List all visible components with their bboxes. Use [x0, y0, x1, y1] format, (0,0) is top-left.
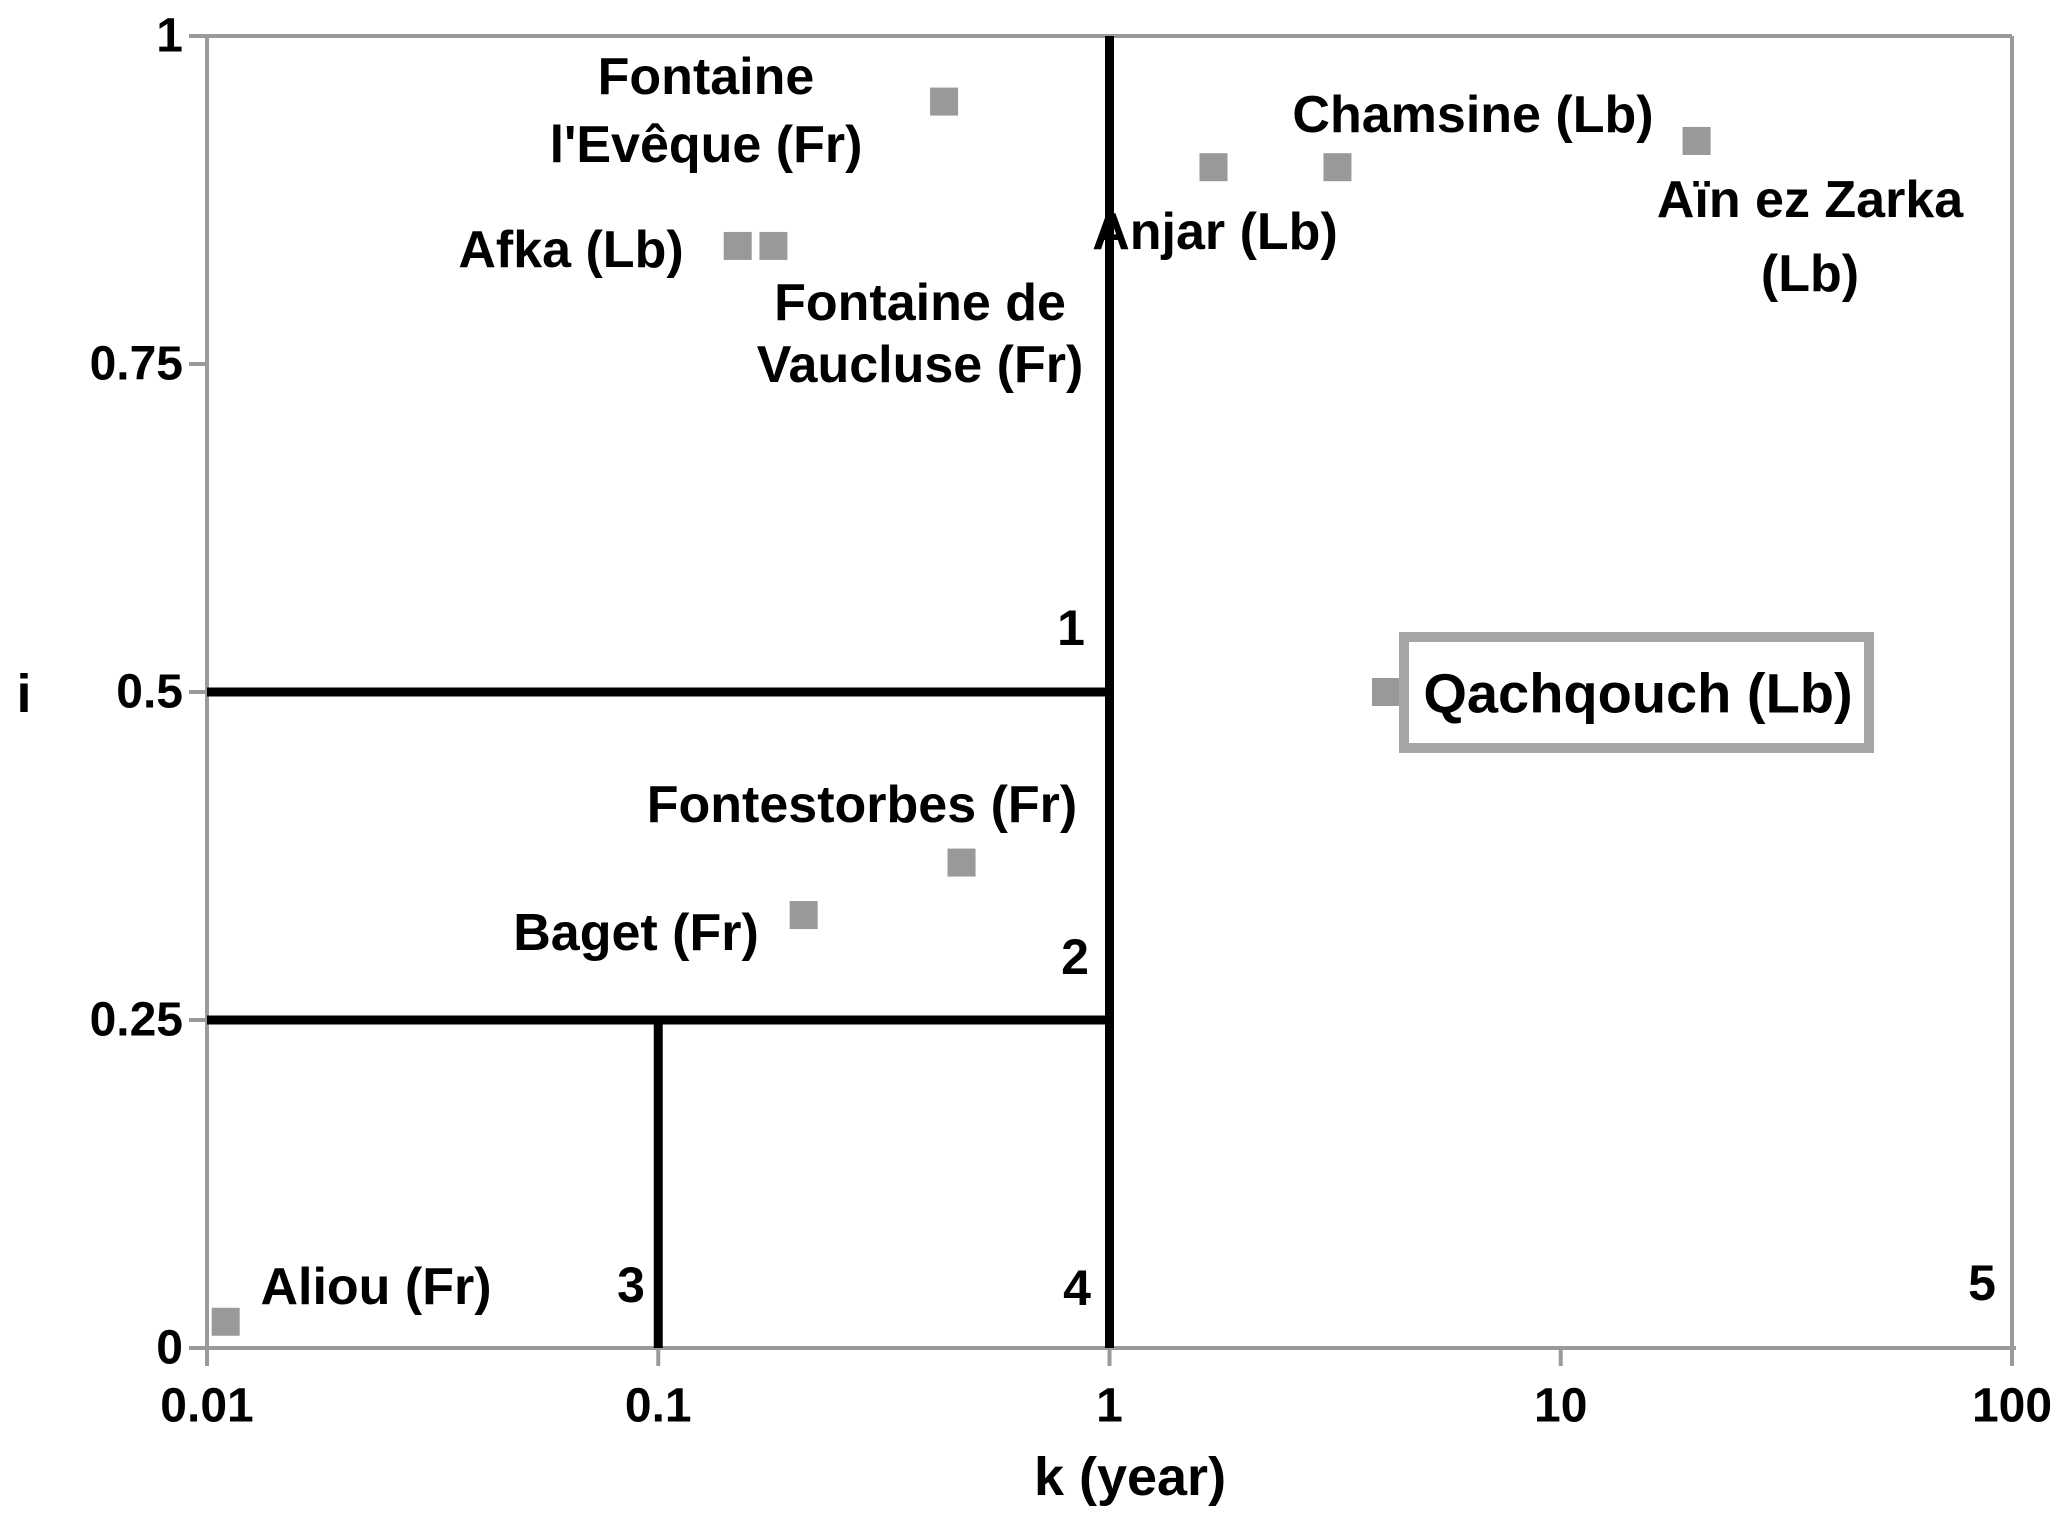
- point-label-anjar-lb: Anjar (Lb): [1092, 203, 1338, 261]
- point-label-chamsine-lb: Chamsine (Lb): [1292, 86, 1653, 144]
- data-point-marker-chamsine-lb: [1323, 153, 1352, 182]
- point-label-aliou-fr: Aliou (Fr): [260, 1258, 491, 1316]
- data-point-marker-fontestorbes-fr: [947, 848, 976, 877]
- data-point-marker-anjar-lb: [1199, 153, 1228, 182]
- x-tick-label-0.1: 0.1: [625, 1380, 692, 1433]
- point-label-fontaine-de-vaucluse-fr-line1: Fontaine de: [774, 274, 1066, 332]
- zone-label-5: 5: [1968, 1255, 1996, 1311]
- point-label-afka-lb: Afka (Lb): [458, 221, 683, 279]
- data-point-marker-a-n-ez-zarka-lb: [1682, 126, 1711, 155]
- x-tick-label-0.01: 0.01: [160, 1380, 253, 1433]
- y-tick-label-0.75: 0.75: [90, 338, 183, 391]
- y-tick-label-0.25: 0.25: [90, 994, 183, 1047]
- x-axis-title: k (year): [1034, 1447, 1226, 1507]
- zone-label-1: 1: [1057, 600, 1085, 656]
- data-point-marker-aliou-fr: [211, 1307, 240, 1336]
- x-tick-label-100: 100: [1972, 1380, 2052, 1433]
- data-point-marker-qachqouch-lb: [1372, 678, 1401, 706]
- point-label-fontestorbes-fr: Fontestorbes (Fr): [647, 776, 1077, 834]
- zone-label-3: 3: [617, 1257, 645, 1313]
- point-label-baget-fr: Baget (Fr): [513, 904, 759, 962]
- y-tick-label-1: 1: [156, 10, 183, 63]
- data-point-marker-afka-lb: [723, 231, 752, 260]
- data-point-marker-baget-fr: [789, 901, 818, 930]
- point-label-a-n-ez-zarka-lb-line1: Aïn ez Zarka: [1657, 171, 1964, 229]
- highlight-box-qachqouch-lb: [1399, 632, 1874, 753]
- y-tick-label-0: 0: [156, 1322, 183, 1375]
- zone-label-4: 4: [1063, 1260, 1091, 1316]
- data-point-marker-fontaine-l-ev-que-fr: [930, 87, 959, 116]
- x-tick-label-10: 10: [1534, 1380, 1587, 1433]
- x-tick-label-1: 1: [1096, 1380, 1123, 1433]
- point-label-fontaine-de-vaucluse-fr-line2: Vaucluse (Fr): [757, 336, 1084, 394]
- point-label-fontaine-l-ev-que-fr-line2: l'Evêque (Fr): [550, 116, 863, 174]
- zone-label-2: 2: [1061, 929, 1089, 985]
- y-tick-label-0.5: 0.5: [116, 666, 183, 719]
- point-label-qachqouch-lb: Qachqouch (Lb): [1423, 662, 1852, 725]
- data-point-marker-fontaine-de-vaucluse-fr: [759, 231, 788, 260]
- y-axis-title: i: [16, 664, 31, 724]
- point-label-fontaine-l-ev-que-fr-line1: Fontaine: [598, 48, 815, 106]
- point-label-a-n-ez-zarka-lb-line2: (Lb): [1761, 245, 1859, 303]
